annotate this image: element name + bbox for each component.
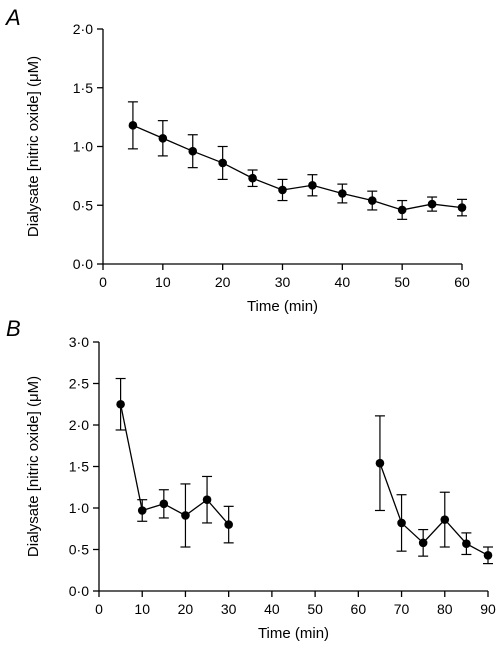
panel-label: A [4,5,21,30]
data-point [308,180,317,190]
x-tick-label: 60 [454,274,470,290]
data-point [218,158,227,168]
data-point [202,495,212,505]
x-tick-label: 30 [275,274,291,290]
data-point [338,189,347,198]
data-point [224,520,233,529]
x-tick-label: 40 [264,601,280,617]
data-point [137,506,147,515]
data-point [159,499,169,509]
data-point [483,551,493,560]
data-point [375,458,385,468]
x-tick-label: 50 [394,274,410,290]
x-tick-label: 40 [335,274,351,290]
y-tick-label: 1·5 [69,459,89,475]
x-tick-label: 0 [99,274,107,290]
x-tick-label: 70 [394,601,410,617]
y-axis-title: Dialysate [nitric oxide] (μM) [25,376,42,557]
y-tick-label: 2·0 [73,21,93,37]
data-point [367,196,377,205]
data-point [248,173,257,183]
y-tick-label: 1·0 [73,139,93,155]
x-tick-label: 80 [437,601,453,617]
series-line [379,462,489,556]
x-tick-label: 30 [221,601,237,617]
data-point [397,518,406,528]
data-point [116,399,125,409]
x-tick-label: 0 [95,601,103,617]
data-point [188,146,198,156]
y-tick-label: 0·0 [69,583,89,599]
x-tick-label: 50 [307,601,323,617]
y-tick-label: 3·0 [69,334,89,350]
data-point [440,515,450,524]
x-tick-label: 20 [178,601,194,617]
x-tick-label: 60 [351,601,367,617]
series-line [119,404,230,526]
x-tick-label: 10 [134,601,150,617]
y-tick-label: 1·0 [69,500,89,516]
x-axis-title: Time (min) [247,298,318,315]
data-point [278,185,287,195]
data-point [457,203,467,212]
data-point [418,538,428,548]
series-line [132,124,463,211]
data-point [158,133,168,143]
data-point [181,511,190,520]
data-point [427,199,437,209]
x-axis-title: Time (min) [258,625,329,642]
data-point [128,121,138,130]
y-tick-label: 0·5 [73,197,93,213]
panel-label: B [6,316,21,341]
y-tick-label: 2·0 [69,417,89,433]
data-point [397,205,407,215]
panel-b: B 0·0 0·5 1·0 1·5 2·0 2·5 3·0 0 10 20 30 40 50 60 70 80 9… [6,316,496,642]
data-point [462,539,471,548]
y-tick-label: 0·0 [73,256,93,272]
y-tick-label: 2·5 [69,376,89,392]
panel-a: A 0·0 0·5 1·0 1·5 2·0 0 10 20 30 40 50 60 Time (min) D… [4,5,470,315]
y-axis-title: Dialysate [nitric oxide] (μM) [25,56,42,237]
y-tick-label: 1·5 [73,80,93,96]
x-tick-label: 10 [155,274,171,290]
x-tick-label: 20 [215,274,231,290]
y-tick-label: 0·5 [69,542,89,558]
x-tick-label: 90 [480,601,496,617]
